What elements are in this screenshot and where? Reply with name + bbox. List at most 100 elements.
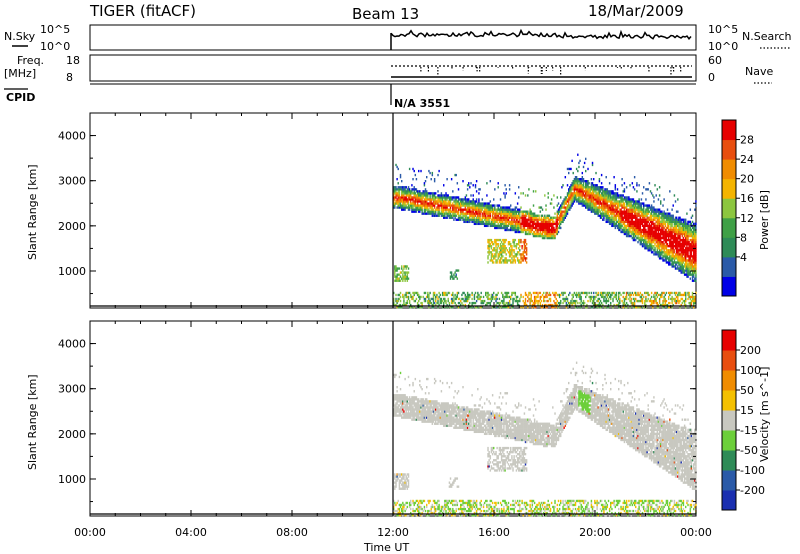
power-cell bbox=[421, 200, 423, 203]
power-cell bbox=[564, 206, 567, 209]
power-cell bbox=[507, 216, 510, 219]
power-cell bbox=[612, 297, 614, 301]
power-cell bbox=[424, 212, 427, 215]
power-cell bbox=[508, 253, 511, 256]
power-cell bbox=[504, 224, 506, 228]
power-cell bbox=[477, 212, 479, 215]
power-cell bbox=[560, 204, 562, 207]
power-cell bbox=[545, 222, 547, 226]
power-cell bbox=[600, 182, 603, 185]
power-cell bbox=[473, 222, 476, 226]
power-cell bbox=[447, 200, 449, 203]
power-cell bbox=[524, 210, 527, 213]
power-cell bbox=[603, 192, 605, 195]
power-cell bbox=[598, 306, 601, 309]
power-cell bbox=[458, 306, 461, 309]
power-cell bbox=[587, 190, 589, 193]
power-cell bbox=[595, 194, 597, 197]
power-cell bbox=[589, 299, 592, 303]
power-cell bbox=[618, 212, 620, 215]
power-cell bbox=[532, 232, 535, 236]
power-cell bbox=[621, 228, 623, 232]
power-cell bbox=[596, 206, 598, 209]
power-cell bbox=[527, 212, 529, 215]
power-cell bbox=[500, 241, 503, 244]
power-cell bbox=[512, 216, 514, 219]
power-cell bbox=[486, 216, 488, 219]
power-cell bbox=[591, 188, 594, 191]
power-cell bbox=[539, 234, 542, 238]
power-cell bbox=[502, 222, 504, 226]
power-cell bbox=[444, 194, 446, 197]
power-cell bbox=[578, 184, 580, 187]
power-cell bbox=[433, 212, 436, 215]
power-cell bbox=[620, 214, 622, 217]
power-cell bbox=[495, 255, 497, 258]
power-cell bbox=[614, 214, 617, 217]
power-cell bbox=[441, 200, 444, 203]
power-cell bbox=[456, 204, 459, 207]
power-cell bbox=[535, 218, 537, 221]
power-cell bbox=[557, 210, 560, 213]
power-cell bbox=[600, 306, 603, 309]
power-cell bbox=[560, 301, 562, 305]
power-cell bbox=[518, 261, 520, 264]
power-cell bbox=[414, 196, 417, 199]
power-cell bbox=[631, 212, 634, 215]
power-cell bbox=[529, 230, 531, 234]
power-cell bbox=[541, 208, 544, 211]
power-cell bbox=[493, 212, 495, 215]
power-cell bbox=[530, 218, 532, 221]
power-cell bbox=[452, 291, 454, 295]
power-cell bbox=[605, 192, 607, 195]
power-cell bbox=[402, 275, 404, 278]
power-cell bbox=[405, 206, 407, 209]
power-cell bbox=[600, 198, 603, 201]
power-cell bbox=[504, 216, 506, 219]
power-cell bbox=[404, 186, 406, 189]
power-cell bbox=[464, 306, 467, 309]
power-cell bbox=[615, 200, 618, 203]
power-cell bbox=[431, 192, 434, 195]
power-cell bbox=[418, 190, 420, 193]
power-cell bbox=[507, 214, 510, 217]
power-cell bbox=[570, 200, 572, 203]
power-cell bbox=[548, 297, 551, 301]
power-cell bbox=[419, 208, 421, 211]
power-cell bbox=[650, 212, 653, 215]
power-cell bbox=[500, 214, 503, 217]
power-cell bbox=[548, 232, 551, 236]
power-cell bbox=[621, 210, 623, 213]
power-cell bbox=[443, 202, 445, 205]
power-cell bbox=[548, 291, 551, 295]
power-cell bbox=[532, 224, 535, 228]
power-cell bbox=[665, 236, 668, 240]
power-cell bbox=[450, 196, 453, 199]
power-cell bbox=[663, 218, 665, 221]
power-cell bbox=[541, 236, 544, 240]
power-cell bbox=[514, 206, 517, 209]
power-cell bbox=[594, 210, 596, 213]
power-cell bbox=[499, 212, 502, 215]
power-cell bbox=[487, 255, 489, 258]
power-cell bbox=[610, 303, 612, 307]
power-cell bbox=[577, 184, 579, 187]
power-cell bbox=[593, 208, 595, 211]
power-cell bbox=[643, 206, 645, 209]
power-cell bbox=[632, 186, 635, 189]
power-cell bbox=[480, 220, 482, 224]
power-cell bbox=[455, 208, 457, 211]
power-cell bbox=[407, 267, 410, 270]
power-cell bbox=[448, 208, 451, 211]
power-cell bbox=[456, 306, 459, 309]
power-cell bbox=[660, 202, 662, 205]
power-cell bbox=[499, 238, 502, 242]
power-cell bbox=[687, 275, 689, 278]
power-cell bbox=[420, 295, 422, 299]
power-cell bbox=[618, 216, 620, 219]
power-cell bbox=[461, 212, 463, 215]
power-cell bbox=[578, 186, 580, 189]
power-cell bbox=[503, 243, 505, 246]
power-cell bbox=[454, 210, 456, 213]
power-cell bbox=[462, 202, 464, 205]
